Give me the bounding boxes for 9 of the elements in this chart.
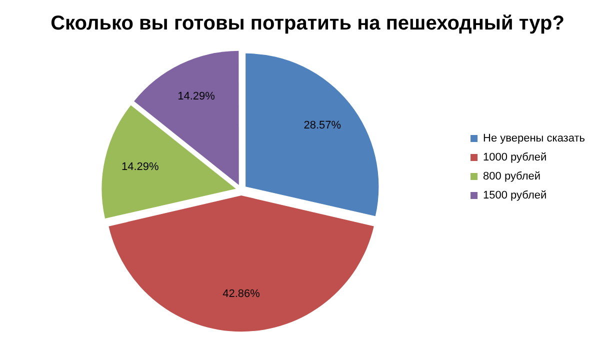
legend-label: 800 рублей	[483, 170, 541, 183]
data-label: 42.86%	[222, 288, 260, 300]
legend-label: 1000 рублей	[483, 152, 547, 164]
legend-label: Не уверены сказать	[483, 132, 586, 145]
data-label: 28.57%	[304, 119, 342, 132]
legend-label: 1500 рублей	[483, 190, 547, 202]
chart-title: Сколько вы готовы потратить на пешеходный тур?	[50, 12, 564, 35]
data-label: 14.29%	[121, 160, 159, 173]
data-label: 14.29%	[178, 90, 216, 103]
